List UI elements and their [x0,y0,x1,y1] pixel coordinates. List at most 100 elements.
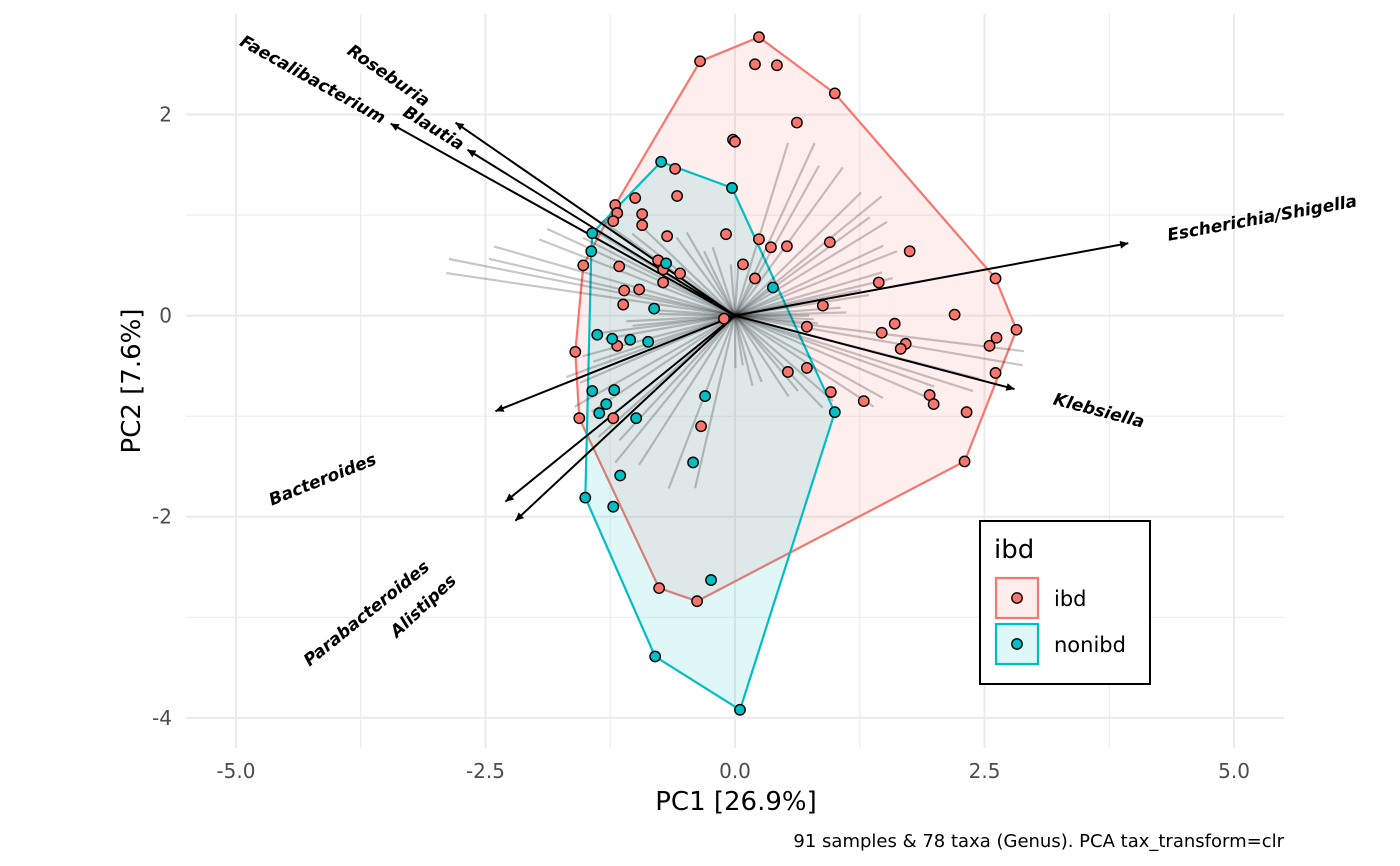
taxon-loading-line [703,250,736,317]
taxon-loading-line [734,314,928,399]
group-hulls [574,35,1018,712]
taxon-loading-line [582,314,736,358]
sample-point-ibd [737,258,749,271]
sample-point-ibd [765,241,777,254]
sample-point-ibd [657,276,670,289]
taxon-loading-line [626,314,736,323]
sample-point-ibd [958,455,971,468]
taxon-loading-line [667,315,737,489]
loading-arrow-line [514,314,736,522]
sample-point-nonibd [593,407,606,420]
sample-point-ibd [671,190,684,202]
loading-arrow-line [734,242,1129,317]
sample-point-ibd [749,58,761,71]
sample-point-ibd [781,240,793,253]
sample-point-nonibd [642,335,655,348]
taxon-loading-line [734,220,888,317]
legend-box [979,520,1151,685]
sample-point-ibd [661,230,674,243]
legend-items: ibd nonibd [994,576,1126,666]
sample-point-nonibd [614,469,627,482]
sample-point-ibd [800,362,813,374]
sample-point-ibd [753,233,765,246]
sample-point-ibd [894,342,907,355]
chart-caption: 91 samples & 78 taxa (Genus). PCA tax_tr… [793,831,1284,852]
loading-arrow-line [390,122,736,317]
sample-point-ibd [618,284,631,297]
legend: ibd ibd nonibd [979,520,1151,685]
sample-point-ibd [790,116,803,129]
sample-point-ibd [720,228,732,241]
taxon-loading-line [592,314,736,363]
loading-arrow-line [504,314,736,503]
sample-point-ibd [857,395,870,408]
y-tick-label: -2 [152,505,172,529]
sample-point-nonibd [687,456,699,469]
taxon-loading-line [638,315,736,466]
sample-point-ibd [573,412,586,425]
y-axis-title: PC2 [7.6%] [117,309,147,454]
x-tick-label: 2.5 [969,759,1001,783]
sample-point-ibd [888,317,901,330]
sample-point-ibd [903,245,916,258]
loading-arrow-head [455,122,465,131]
sample-point-nonibd [767,281,779,294]
loading-arrow-head [515,512,524,521]
legend-point-nonibd [1011,638,1023,650]
taxon-loading-line [546,227,736,317]
sample-point-nonibd [607,500,620,513]
taxon-loading-line [675,236,736,317]
taxon-loading-line [597,314,736,335]
sample-point-ibd [800,320,813,333]
sample-point-ibd [753,31,765,44]
taxon-loading-line [733,315,763,383]
sample-point-nonibd [705,574,717,586]
sample-point-nonibd [649,650,662,663]
loading-arrow-line [734,314,1015,391]
sample-point-nonibd [655,155,668,168]
taxon-loading-line [734,311,847,317]
taxon-loading-line [734,314,799,392]
taxon-loading-line [733,315,754,387]
sample-point-nonibd [585,245,598,258]
sample-point-ibd [824,386,837,398]
sample-point-ibd [695,420,707,433]
y-axis-ticks: -4 -2 0 2 [152,103,172,730]
loading-arrow-line [466,148,736,317]
sample-point-ibd [629,192,642,204]
sample-point-ibd [613,260,626,273]
taxon-loading-line [734,314,824,409]
sample-point-ibd [983,339,996,352]
sample-point-ibd [828,87,841,100]
taxon-loading-line [573,314,736,408]
sample-point-ibd [669,162,682,175]
sample-point-ibd [633,283,646,296]
taxon-loading-line [538,238,736,317]
sample-point-ibd [674,267,686,280]
sample-point-ibd [691,595,703,608]
sample-point-ibd [989,272,1002,285]
sample-point-ibd [1010,323,1023,336]
sample-point-nonibd [586,227,599,240]
sample-point-ibd [872,276,885,289]
legend-title: ibd [994,535,1034,565]
taxon-loading-line [734,250,898,317]
taxon-loading-line [733,261,740,316]
sample-point-ibd [718,312,730,325]
taxon-loading-line [734,271,883,317]
sample-point-nonibd [579,491,592,504]
sample-point-nonibd [660,257,673,270]
sample-point-ibd [577,259,590,272]
sample-points [569,31,1023,716]
x-tick-label: 0.0 [719,759,751,783]
taxon-loading-line [734,314,935,388]
taxon-loading-line [729,264,737,316]
taxon-loading-line [734,244,884,317]
sample-point-ibd [927,398,940,411]
taxon-loading-line [734,216,871,317]
sample-point-ibd [990,331,1003,344]
loading-arrows [390,121,1129,522]
loading-arrow-line [454,121,736,317]
taxon-loading-line [493,245,736,317]
taxon-loading-line [734,314,814,321]
